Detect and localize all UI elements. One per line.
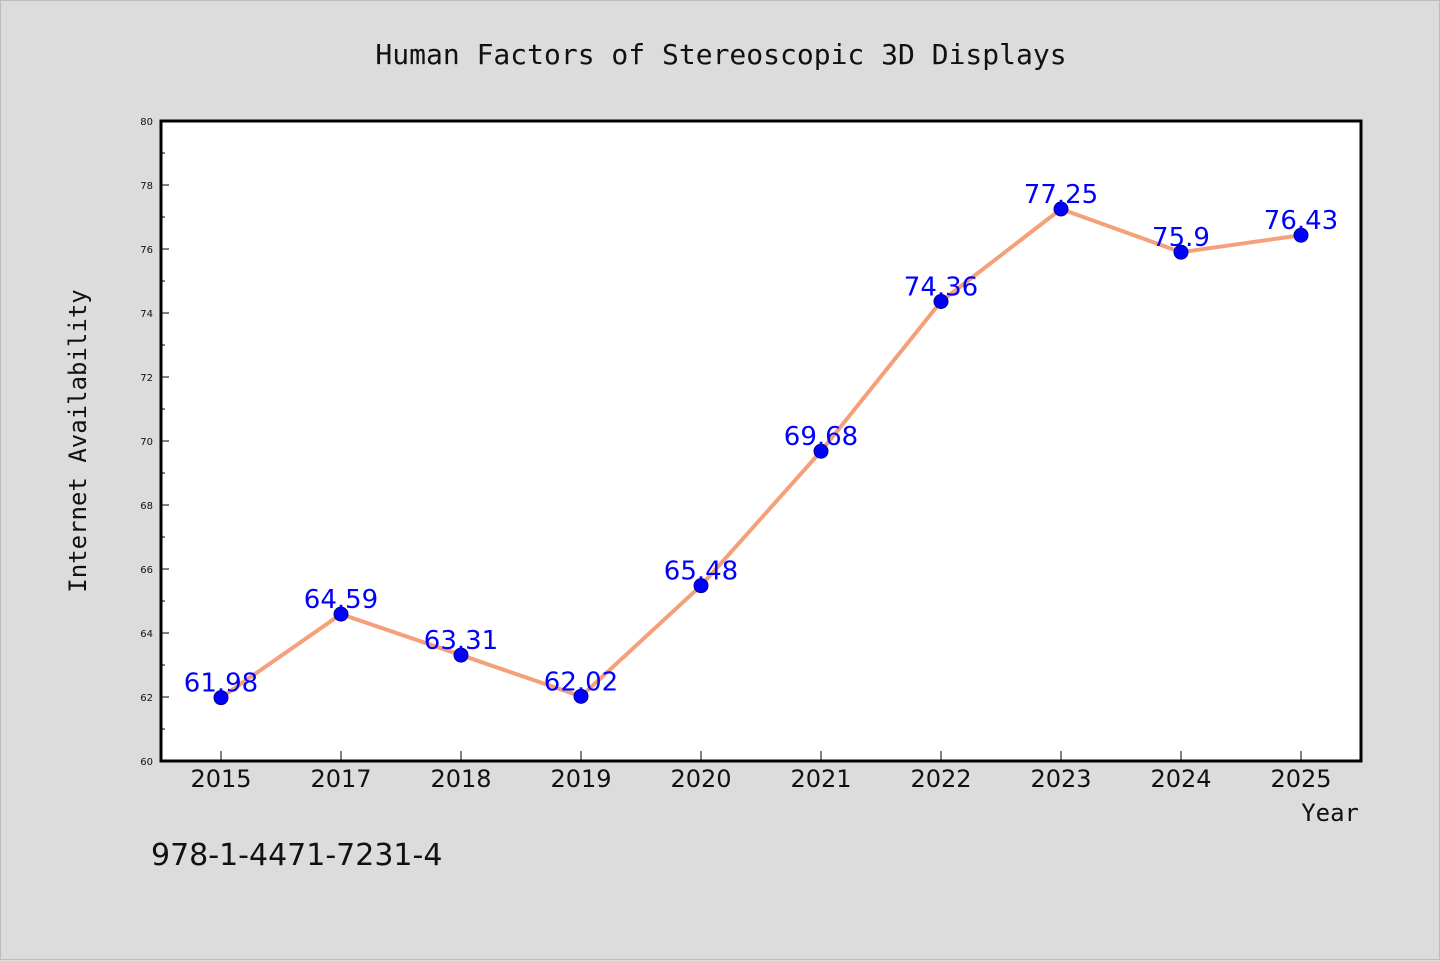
series-line-group bbox=[213, 201, 1309, 706]
data-label: 77.25 bbox=[1024, 180, 1098, 210]
data-label: 69.68 bbox=[784, 422, 858, 452]
x-axis: 2015 2017 2018 2019 2020 2021 2022 2023 2024 2025 bbox=[190, 751, 1332, 793]
data-point bbox=[933, 293, 949, 309]
y-tick-label: 64 bbox=[140, 629, 153, 640]
y-tick-label: 60 bbox=[140, 757, 153, 768]
data-label: 74.36 bbox=[904, 272, 978, 302]
x-tick-label: 2021 bbox=[790, 765, 851, 793]
data-point bbox=[1053, 201, 1069, 217]
y-tick-label: 72 bbox=[140, 373, 153, 384]
x-tick-label: 2018 bbox=[430, 765, 491, 793]
x-tick-label: 2024 bbox=[1150, 765, 1211, 793]
data-labels: 61.98 64.59 63.31 62.02 65.48 69.68 74.36 77.25… bbox=[184, 180, 1338, 699]
data-point bbox=[213, 690, 229, 706]
data-label: 61.98 bbox=[184, 669, 258, 699]
y-tick-label: 66 bbox=[140, 565, 153, 576]
data-label: 62.02 bbox=[544, 667, 618, 697]
x-tick-label: 2022 bbox=[910, 765, 971, 793]
x-tick-label: 2025 bbox=[1270, 765, 1331, 793]
x-tick-label: 2017 bbox=[310, 765, 371, 793]
data-label: 65.48 bbox=[664, 557, 738, 587]
data-label: 75.9 bbox=[1152, 223, 1210, 253]
y-tick-label: 62 bbox=[140, 693, 153, 704]
data-point bbox=[453, 647, 469, 663]
plot-area bbox=[159, 119, 1363, 763]
x-tick-label: 2015 bbox=[190, 765, 251, 793]
data-point bbox=[1173, 244, 1189, 260]
x-axis-label: Year bbox=[1301, 799, 1359, 827]
y-axis-label: Internet Availability bbox=[64, 289, 92, 592]
x-tick-label: 2019 bbox=[550, 765, 611, 793]
y-tick-label: 78 bbox=[140, 181, 153, 192]
series-line bbox=[219, 207, 1302, 700]
isbn-annotation: 978-1-4471-7231-4 bbox=[151, 838, 442, 873]
x-tick-label: 2023 bbox=[1030, 765, 1091, 793]
x-tick-label: 2020 bbox=[670, 765, 731, 793]
data-point bbox=[1293, 227, 1309, 243]
chart-title: Human Factors of Stereoscopic 3D Display… bbox=[375, 38, 1066, 71]
y-axis: 60 62 64 66 68 70 72 74 76 78 80 bbox=[140, 117, 169, 768]
data-point bbox=[813, 443, 829, 459]
y-tick-label: 68 bbox=[140, 501, 153, 512]
data-point bbox=[333, 606, 349, 622]
data-point bbox=[693, 578, 709, 594]
y-tick-label: 76 bbox=[140, 245, 153, 256]
data-point bbox=[573, 688, 589, 704]
data-label: 64.59 bbox=[304, 585, 378, 615]
y-tick-label: 80 bbox=[140, 117, 153, 128]
y-tick-label: 70 bbox=[140, 437, 153, 448]
data-label: 63.31 bbox=[424, 626, 498, 656]
y-tick-label: 74 bbox=[140, 309, 153, 320]
data-label: 76.43 bbox=[1264, 206, 1338, 236]
